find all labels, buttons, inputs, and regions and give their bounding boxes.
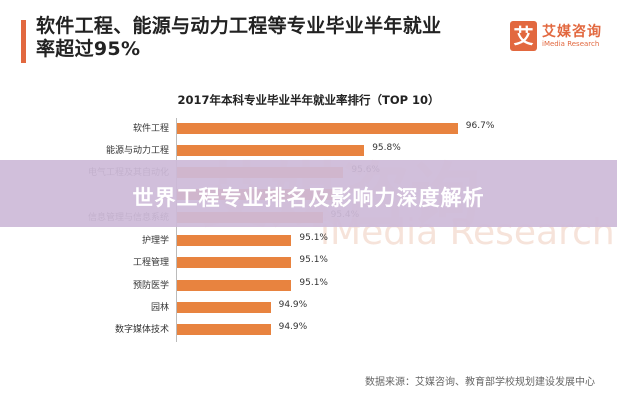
headline-accent-bar: [21, 20, 26, 63]
data-source-note: 数据来源：艾媒咨询、教育部学校规划建设发展中心: [365, 377, 595, 388]
logo-name-en: iMedia Research: [542, 40, 600, 48]
category-label: 工程管理: [132, 258, 169, 268]
category-label: 护理学: [141, 236, 169, 246]
category-label: 数字媒体技术: [114, 325, 169, 335]
bar: [177, 123, 458, 134]
logo-name-cn: 艾媒咨询: [542, 24, 602, 40]
chart-row: 数字媒体技术 94.9%: [0, 318, 617, 340]
overlay-banner: [0, 160, 617, 227]
chart-row: 护理学 95.1%: [0, 229, 617, 251]
logo-mark-icon: 艾: [510, 21, 537, 51]
banner-title: 世界工程专业排名及影响力深度解析: [132, 186, 485, 210]
bar: [177, 257, 292, 268]
category-label: 园林: [150, 303, 169, 313]
value-label: 95.1%: [299, 255, 328, 265]
chart-title: 2017年本科专业毕业半年就业率排行（TOP 10）: [177, 93, 440, 107]
bar: [177, 280, 292, 291]
chart-row: 软件工程 96.7%: [0, 117, 617, 139]
value-label: 96.7%: [465, 121, 495, 131]
value-label: 95.8%: [372, 143, 401, 153]
y-axis-line: [176, 118, 177, 342]
value-label: 95.1%: [299, 233, 328, 243]
headline-line-1: 软件工程、能源与动力工程等专业毕业半年就业: [36, 15, 442, 37]
value-label: 95.1%: [299, 278, 328, 288]
headline: 软件工程、能源与动力工程等专业毕业半年就业 率超过95%: [36, 15, 486, 61]
chart-row: 工程管理 95.1%: [0, 251, 617, 273]
chart-row: 预防医学 95.1%: [0, 274, 617, 296]
imedia-logo: 艾 艾媒咨询 iMedia Research: [510, 18, 610, 58]
bar: [177, 145, 365, 156]
bar: [177, 324, 271, 335]
chart-row: 园林 94.9%: [0, 296, 617, 318]
bar: [177, 302, 271, 313]
value-label: 94.9%: [278, 300, 308, 310]
bar: [177, 235, 292, 246]
chart-row: 能源与动力工程 95.8%: [0, 139, 617, 161]
category-label: 能源与动力工程: [105, 146, 169, 156]
value-label: 94.9%: [278, 322, 308, 332]
category-label: 预防医学: [132, 281, 169, 291]
headline-line-2: 率超过95%: [36, 38, 141, 60]
category-label: 软件工程: [132, 124, 169, 134]
